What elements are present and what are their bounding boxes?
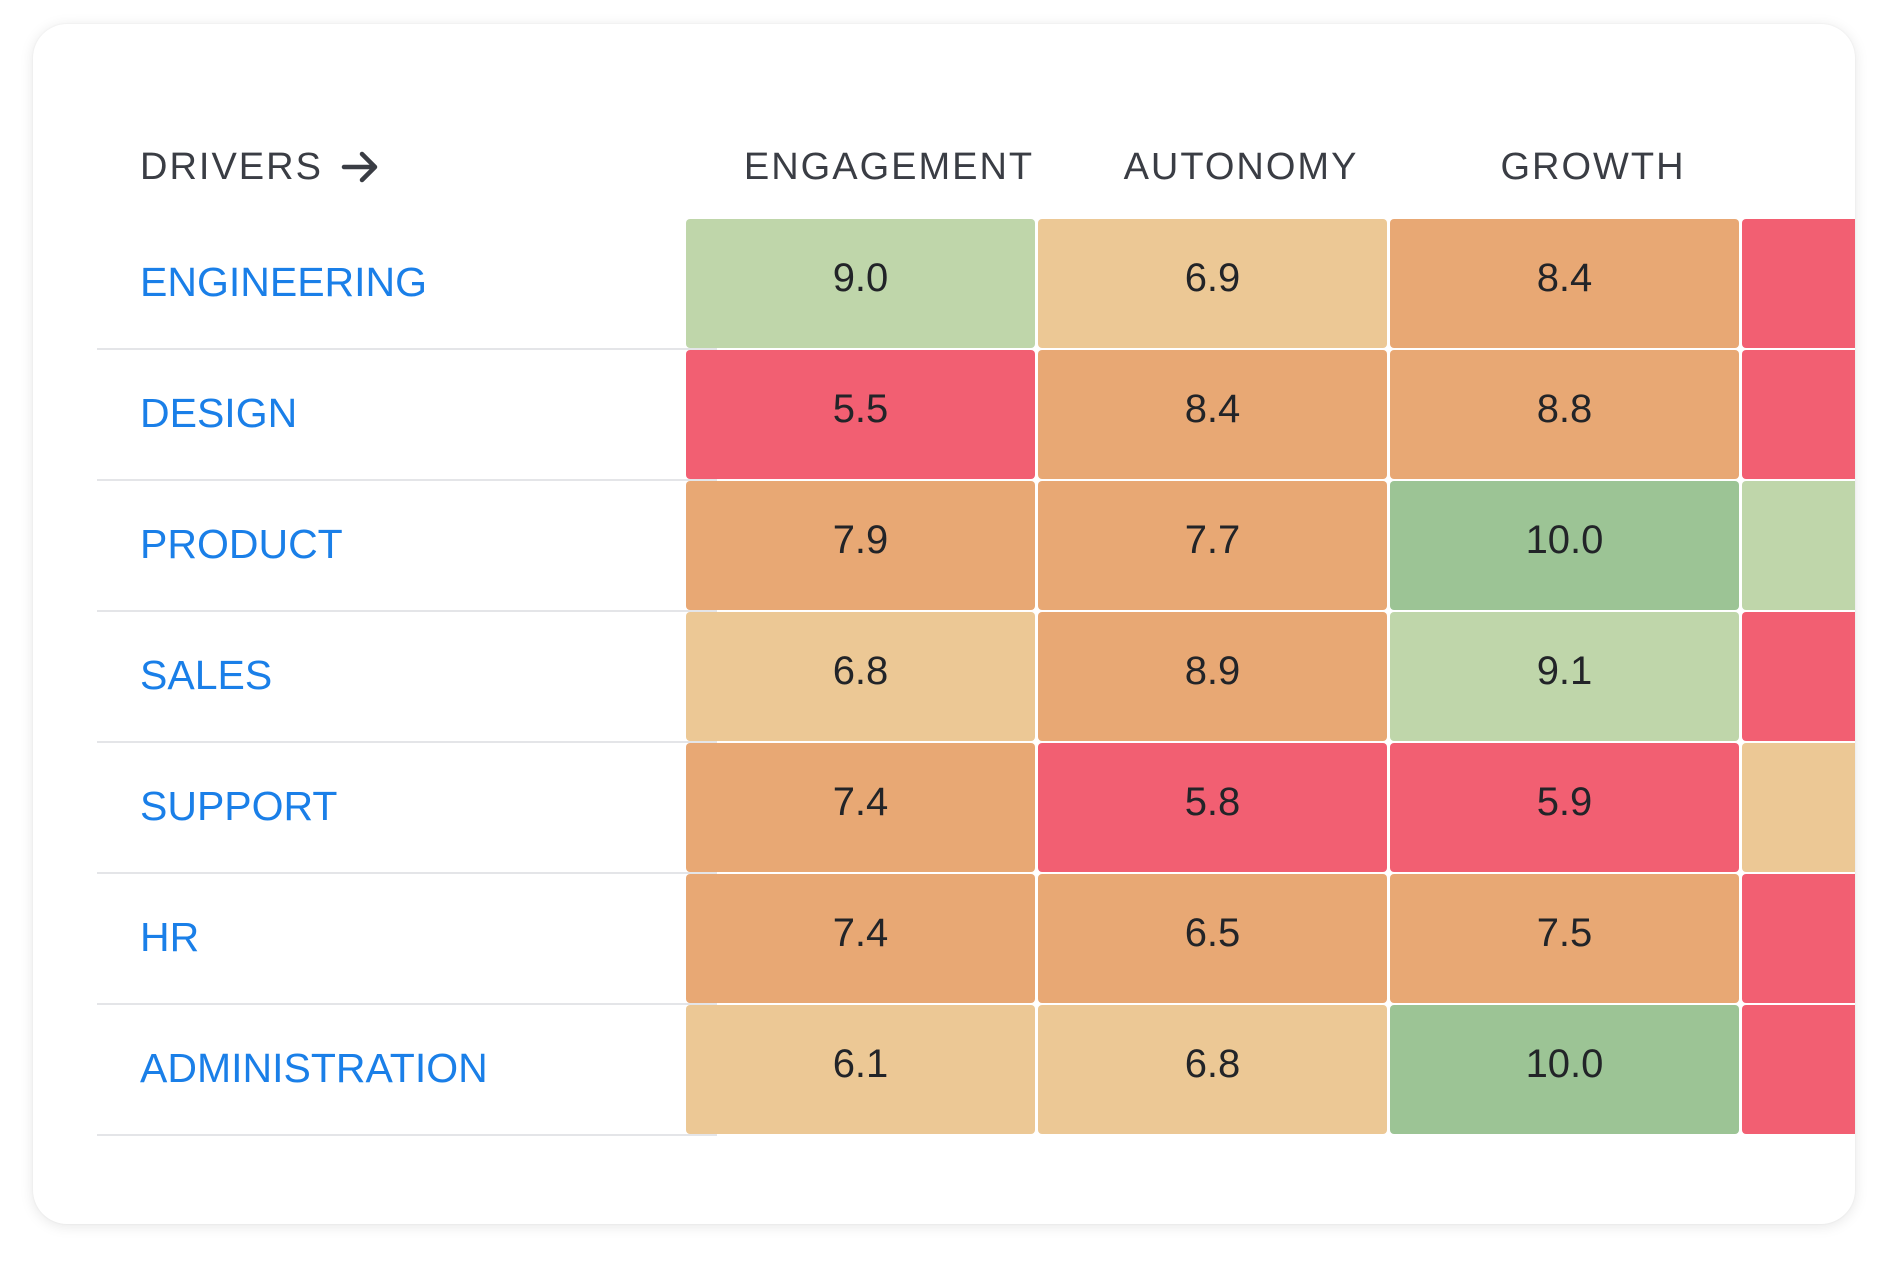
table-row: ENGINEERING 9.0 6.9 8.4 [97, 219, 1855, 350]
heatmap-cell[interactable]: 7.4 [686, 743, 1035, 872]
heatmap-cell[interactable]: 7.4 [686, 874, 1035, 1003]
heatmap-cell[interactable]: 8.8 [1390, 350, 1739, 479]
department-link[interactable]: ADMINISTRATION [140, 1045, 488, 1091]
heatmap-cell[interactable]: 8.9 [1038, 612, 1387, 741]
table-header: DRIVERS ENGAGEMENT AUTONOMY GROWTH RE [33, 24, 1855, 214]
heatmap-cell[interactable]: 7.9 [686, 481, 1035, 610]
heatmap-cell[interactable]: 7.5 [1390, 874, 1739, 1003]
department-link[interactable]: DESIGN [140, 390, 298, 436]
drivers-sort-header[interactable]: DRIVERS [140, 144, 381, 190]
department-link[interactable]: SALES [140, 652, 273, 698]
heatmap-cell[interactable]: 7.7 [1038, 481, 1387, 610]
column-header-growth[interactable]: GROWTH [1500, 146, 1686, 188]
column-header-engagement[interactable]: ENGAGEMENT [743, 146, 1035, 188]
heatmap-cell[interactable]: 6.1 [686, 1005, 1035, 1134]
heatmap-cell[interactable]: 8.4 [1038, 350, 1387, 479]
department-link[interactable]: HR [140, 914, 200, 960]
row-divider [97, 1003, 717, 1005]
heatmap-cell[interactable]: 6.5 [1038, 874, 1387, 1003]
table-row: DESIGN 5.5 8.4 8.8 [97, 350, 1855, 481]
department-link[interactable]: SUPPORT [140, 783, 338, 829]
heatmap-cell[interactable]: 5.8 [1038, 743, 1387, 872]
heatmap-card: DRIVERS ENGAGEMENT AUTONOMY GROWTH RE EN… [33, 24, 1855, 1224]
heatmap-cell[interactable]: 8.4 [1390, 219, 1739, 348]
drivers-label: DRIVERS [140, 146, 323, 188]
heatmap-cell[interactable] [1742, 350, 1855, 479]
table-row: SALES 6.8 8.9 9.1 [97, 612, 1855, 743]
column-header-re[interactable]: RE [1769, 144, 1855, 190]
row-divider [97, 479, 717, 481]
table-row: HR 7.4 6.5 7.5 [97, 874, 1855, 1005]
arrow-right-icon [341, 151, 378, 183]
department-link[interactable]: PRODUCT [140, 521, 343, 567]
heatmap-cell[interactable] [1742, 219, 1855, 348]
row-divider [97, 610, 717, 612]
heatmap-cell[interactable]: 6.8 [686, 612, 1035, 741]
heatmap-cell[interactable]: 9.0 [686, 219, 1035, 348]
heatmap-cell[interactable] [1742, 743, 1855, 872]
column-header-autonomy[interactable]: AUTONOMY [1123, 146, 1359, 188]
table-row: ADMINISTRATION 6.1 6.8 10.0 [97, 1005, 1855, 1136]
row-divider [97, 1134, 717, 1136]
heatmap-cell[interactable] [1742, 1005, 1855, 1134]
table-row: SUPPORT 7.4 5.8 5.9 [97, 743, 1855, 874]
row-divider [97, 348, 717, 350]
heatmap-cell[interactable]: 5.5 [686, 350, 1035, 479]
department-link[interactable]: ENGINEERING [140, 259, 428, 305]
heatmap-cell[interactable]: 10.0 [1390, 1005, 1739, 1134]
heatmap-cell[interactable]: 9.1 [1390, 612, 1739, 741]
heatmap-cell[interactable]: 6.9 [1038, 219, 1387, 348]
heatmap-cell[interactable] [1742, 612, 1855, 741]
heatmap-cell[interactable]: 5.9 [1390, 743, 1739, 872]
table-row: PRODUCT 7.9 7.7 10.0 [97, 481, 1855, 612]
row-divider [97, 741, 717, 743]
heatmap-cell[interactable] [1742, 481, 1855, 610]
heatmap-cell[interactable]: 6.8 [1038, 1005, 1387, 1134]
heatmap-cell[interactable] [1742, 874, 1855, 1003]
heatmap-cell[interactable]: 10.0 [1390, 481, 1739, 610]
row-divider [97, 872, 717, 874]
